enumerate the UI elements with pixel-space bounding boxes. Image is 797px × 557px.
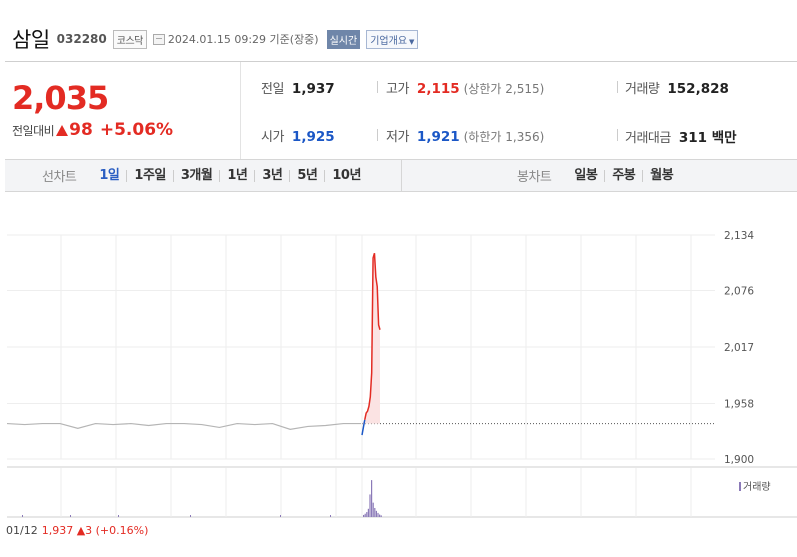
volume-bar — [22, 515, 23, 517]
volume-bar — [280, 515, 281, 517]
lower-limit: (하한가 1,356) — [463, 130, 545, 144]
candle-chart-label: 봉차트 — [517, 170, 552, 185]
volume-legend-label: 거래량 — [743, 482, 771, 493]
today-line-up — [364, 252, 381, 420]
datetime-label: 2024.01.15 09:29 기준(장중) — [167, 33, 319, 46]
volume-bar — [363, 514, 365, 517]
high-cell: 고가 2,115 (상한가 2,515) — [386, 78, 544, 97]
volume-bar — [374, 507, 376, 517]
company-overview-button[interactable]: 기업개요 ▼ — [366, 29, 419, 49]
prev-close-cell: 전일 1,937 — [261, 78, 335, 97]
volume-bar — [70, 515, 71, 517]
up-triangle-icon — [56, 125, 69, 136]
footer-date: 01/12 — [6, 524, 38, 537]
prev-day-footer: 01/12 1,937 ▲3 (+0.16%) — [6, 524, 148, 537]
today-line-down — [361, 419, 366, 436]
low-label: 저가 — [386, 130, 409, 145]
change-value: 98 — [69, 120, 93, 140]
volume-bar — [330, 515, 331, 517]
volume-bars — [22, 480, 382, 517]
volume-bar — [375, 510, 377, 517]
volume-cell: 거래량 152,828 — [625, 78, 729, 97]
divider — [377, 81, 378, 93]
volume-bar — [118, 515, 119, 517]
volume-bar — [367, 508, 369, 517]
tab-1year[interactable]: 1년 — [220, 169, 256, 182]
upper-limit: (상한가 2,515) — [463, 82, 545, 96]
line-chart-tabs: 선차트 1일 1주일 3개월 1년 3년 5년 10년 — [42, 160, 368, 191]
low-value: 1,921 — [416, 129, 460, 145]
open-label: 시가 — [261, 130, 284, 145]
divider — [401, 160, 402, 191]
footer-value: 1,937 ▲3 (+0.16%) — [41, 524, 149, 537]
line-chart-label: 선차트 — [42, 170, 77, 185]
realtime-button[interactable]: 실시간 — [326, 29, 361, 49]
volume-bar — [190, 515, 191, 517]
low-cell: 저가 1,921 (하한가 1,356) — [386, 126, 544, 145]
y-tick-label: 1,958 — [724, 398, 754, 410]
prev-day-line — [6, 422, 361, 430]
change-row: 전일대비 98 +5.06% — [12, 120, 173, 140]
prev-close-label: 전일 — [261, 82, 284, 97]
tab-5year[interactable]: 5년 — [290, 169, 326, 182]
volume-value: 152,828 — [667, 81, 729, 97]
volume-label: 거래량 — [625, 82, 660, 97]
change-rate: +5.06% — [99, 120, 174, 140]
stock-name: 삼일 — [12, 28, 50, 52]
volume-bar — [380, 515, 382, 517]
chart-tabs: 선차트 1일 1주일 3개월 1년 3년 5년 10년 봉차트 일봉 주봉 월봉 — [5, 159, 797, 192]
stock-header: 삼일 032280 코스닥 2024.01.15 09:29 기준(장중) 실시… — [12, 26, 419, 52]
volume-bar — [364, 513, 366, 517]
y-tick-label: 1,900 — [724, 454, 754, 466]
y-axis-labels: 2,134 2,076 2,017 1,958 1,900 — [724, 230, 754, 466]
candle-chart-tabs: 봉차트 일봉 주봉 월봉 — [517, 160, 680, 191]
y-tick-label: 2,134 — [724, 230, 754, 242]
market-badge: 코스닥 — [112, 29, 147, 49]
chevron-down-icon: ▼ — [409, 37, 415, 46]
volume-bar — [371, 480, 373, 517]
volume-bar — [369, 494, 371, 517]
tab-monthly[interactable]: 월봉 — [650, 167, 674, 183]
chart-series — [6, 252, 715, 436]
volume-legend: 거래량 — [739, 478, 771, 493]
tab-weekly[interactable]: 주봉 — [605, 169, 644, 182]
tab-3year[interactable]: 3년 — [255, 169, 291, 182]
stock-code: 032280 — [56, 32, 107, 46]
current-price: 2,035 — [12, 79, 109, 117]
volume-bar — [379, 514, 381, 517]
tab-10year[interactable]: 10년 — [332, 167, 361, 183]
company-overview-label: 기업개요 — [370, 35, 408, 47]
volume-bar — [372, 502, 374, 517]
open-cell: 시가 1,925 — [261, 126, 335, 145]
divider — [377, 129, 378, 141]
y-tick-label: 2,076 — [724, 286, 754, 298]
price-summary: 2,035 전일대비 98 +5.06% 전일 1,937 고가 2,115 (상한가 2… — [5, 61, 797, 159]
tab-1week[interactable]: 1주일 — [127, 169, 174, 182]
tab-1day[interactable]: 1일 — [92, 169, 128, 182]
amount-value: 311 백만 — [678, 130, 737, 146]
high-label: 고가 — [386, 82, 409, 97]
current-price-box: 2,035 전일대비 98 +5.06% — [5, 62, 241, 159]
today-area — [362, 253, 380, 424]
divider — [617, 129, 618, 141]
divider — [617, 81, 618, 93]
volume-swatch — [739, 482, 741, 491]
tab-daily[interactable]: 일봉 — [567, 169, 606, 182]
change-label: 전일대비 — [12, 124, 55, 138]
chart-grid — [7, 234, 797, 518]
amount-cell: 거래대금 311 백만 — [625, 126, 737, 146]
high-value: 2,115 — [416, 81, 460, 97]
open-value: 1,925 — [291, 129, 335, 145]
volume-bar — [377, 512, 379, 517]
prev-close-value: 1,937 — [291, 81, 335, 97]
volume-bar — [366, 512, 368, 517]
amount-label: 거래대금 — [625, 131, 671, 146]
calendar-icon — [152, 33, 165, 45]
tab-3month[interactable]: 3개월 — [174, 169, 221, 182]
y-tick-label: 2,017 — [724, 342, 754, 354]
